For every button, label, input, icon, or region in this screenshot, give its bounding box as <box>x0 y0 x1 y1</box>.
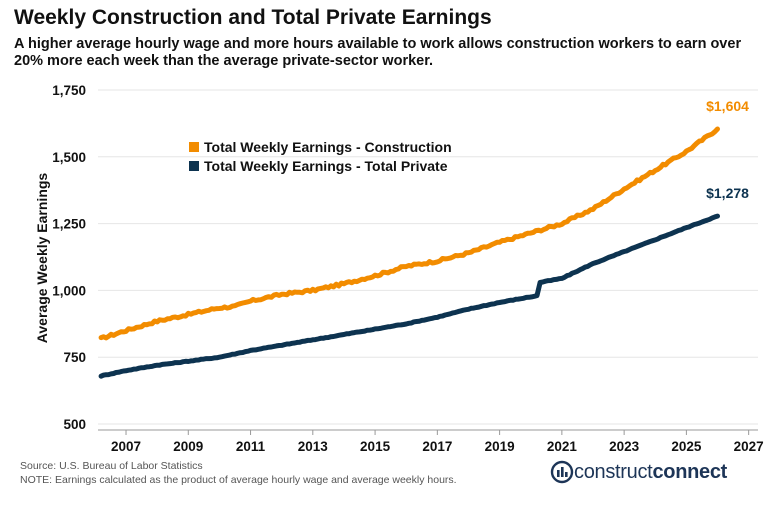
series-line-total-private <box>98 213 720 379</box>
chart-title: Weekly Construction and Total Private Ea… <box>14 6 492 29</box>
source-note: Source: U.S. Bureau of Labor Statistics <box>20 460 203 472</box>
y-tick-label: 1,000 <box>52 283 86 298</box>
y-tick-label: 1,750 <box>52 83 86 98</box>
legend-swatch <box>189 161 199 171</box>
x-tick-label: 2019 <box>485 439 515 454</box>
end-labels: $1,604 $1,278 <box>706 98 749 201</box>
legend: Total Weekly Earnings - Construction Tota… <box>189 139 452 174</box>
logo-text: constructconnect <box>574 460 728 483</box>
x-tick-label: 2027 <box>734 439 764 454</box>
x-tick-label: 2013 <box>298 439 329 454</box>
footnote: NOTE: Earnings calculated as the product… <box>20 474 457 486</box>
y-tick-label: 1,250 <box>52 217 86 232</box>
x-tick-label: 2015 <box>360 439 391 454</box>
legend-swatch <box>189 142 199 152</box>
end-value-label: $1,604 <box>706 98 749 114</box>
series-lines <box>98 126 720 379</box>
y-axis-ticks: 500 750 1,000 1,250 1,500 1,750 <box>52 83 86 432</box>
series-line-construction <box>98 126 720 341</box>
logo: constructconnect <box>550 460 727 484</box>
legend-entry: Total Weekly Earnings - Construction <box>204 139 452 155</box>
legend-entry: Total Weekly Earnings - Total Private <box>204 158 448 174</box>
chart-subtitle: A higher average hourly wage and more ho… <box>14 36 742 69</box>
x-tick-label: 2023 <box>609 439 640 454</box>
y-tick-label: 750 <box>63 350 86 365</box>
construction-logo-icon <box>550 460 574 484</box>
x-axis-ticks: 2007 2009 2011 2013 2015 2017 2019 2021 2023 2025… <box>98 429 764 454</box>
x-tick-label: 2017 <box>422 439 452 454</box>
x-tick-label: 2007 <box>111 439 141 454</box>
x-tick-label: 2009 <box>173 439 203 454</box>
x-tick-label: 2021 <box>547 439 578 454</box>
end-value-label: $1,278 <box>706 185 749 201</box>
y-axis-label: Average Weekly Earnings <box>34 173 50 344</box>
x-tick-label: 2011 <box>236 439 266 454</box>
y-tick-label: 1,500 <box>52 150 86 165</box>
x-tick-label: 2025 <box>671 439 702 454</box>
y-tick-label: 500 <box>63 417 86 432</box>
